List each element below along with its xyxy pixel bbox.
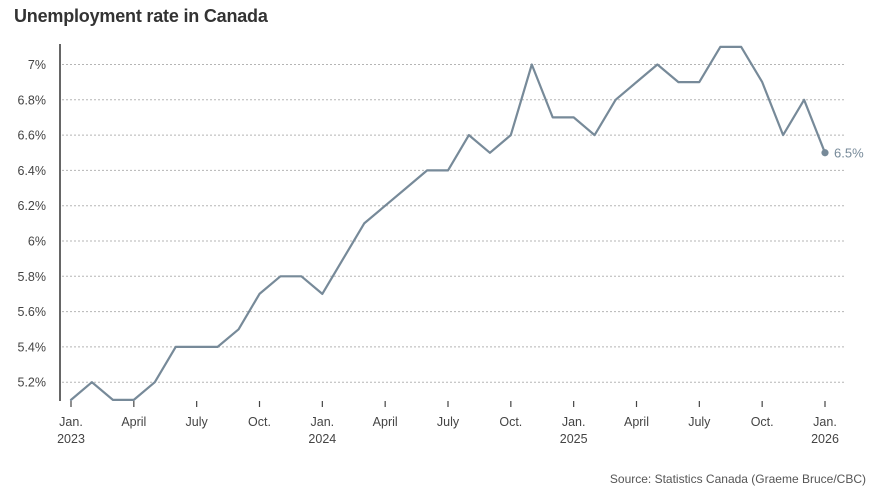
y-axis-ticks: 5.2% 5.4% 5.6% 5.8% 6% 6.2% 6.4% 6.6% 6.8% 7% (18, 58, 47, 390)
x-tick-label: April (624, 415, 649, 429)
x-tick-label: Jan. (562, 415, 586, 429)
y-tick-label: 6% (28, 235, 46, 249)
x-tick-label: April (373, 415, 398, 429)
x-tick-label: Oct. (248, 415, 271, 429)
x-axis-ticks: Jan. 2023 April July Oct. Jan. 2024 April July Oc… (57, 401, 839, 446)
y-tick-label: 5.4% (18, 340, 47, 354)
y-tick-label: 5.8% (18, 270, 47, 284)
grid-lines (62, 64, 845, 383)
y-tick-label: 6.6% (18, 129, 47, 143)
y-tick-label: 6.4% (18, 164, 47, 178)
x-tick-label: Jan. (813, 415, 837, 429)
chart-title: Unemployment rate in Canada (14, 6, 268, 26)
x-tick-label: Jan. (311, 415, 335, 429)
end-point-marker (821, 149, 829, 157)
x-tick-label: July (437, 415, 460, 429)
data-series: 6.5% (69, 45, 864, 401)
source-note: Source: Statistics Canada (Graeme Bruce/… (609, 472, 866, 486)
x-tick-year-label: 2026 (811, 432, 839, 446)
x-tick-label: April (121, 415, 146, 429)
y-tick-label: 5.2% (18, 376, 47, 390)
x-tick-year-label: 2023 (57, 432, 85, 446)
y-tick-label: 6.8% (18, 93, 47, 107)
x-tick-label: Oct. (751, 415, 774, 429)
series-line (69, 45, 827, 401)
y-tick-label: 7% (28, 58, 46, 72)
end-value-label: 6.5% (834, 145, 864, 160)
x-tick-year-label: 2025 (560, 432, 588, 446)
x-tick-label: Oct. (499, 415, 522, 429)
x-tick-label: July (186, 415, 209, 429)
x-tick-year-label: 2024 (308, 432, 336, 446)
y-tick-label: 5.6% (18, 305, 47, 319)
y-tick-label: 6.2% (18, 199, 47, 213)
x-tick-label: Jan. (59, 415, 83, 429)
x-tick-label: July (688, 415, 711, 429)
